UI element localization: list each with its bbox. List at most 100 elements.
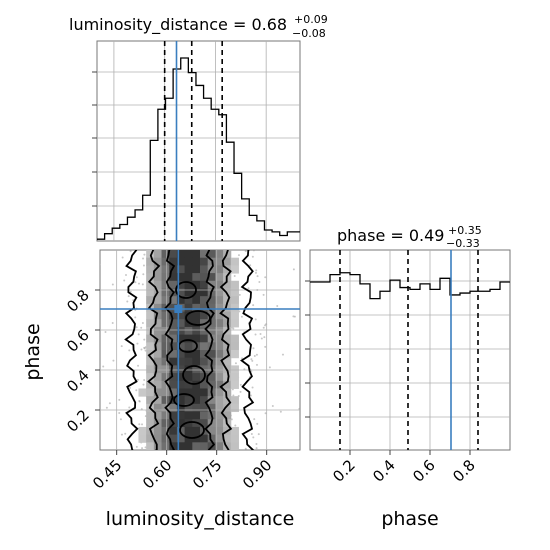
density-cell [161,265,170,274]
phase-quantile-lines [339,250,479,450]
density-cell [176,442,186,450]
density-cell [146,373,155,382]
density-cell [153,350,163,359]
density-cell [153,311,163,320]
density-cell [169,303,178,313]
density-cell [184,250,193,259]
density-cell [184,388,193,397]
density-cell [169,365,178,374]
sample-point [137,364,140,367]
ld-xtick-label-1: 0.60 [139,456,175,492]
density-cell [169,380,178,389]
density-cell [153,403,163,413]
ph-xtick-label-3: 0.8 [449,456,479,486]
density-cell [184,326,193,336]
sample-point [128,349,131,352]
sample-point [91,403,93,405]
sample-point [141,447,144,450]
sample-point [120,433,123,436]
sample-point [302,311,304,313]
density-cell [230,265,239,274]
density-cell [161,273,170,282]
sample-point [140,348,143,351]
density-cell [169,326,178,336]
density-cell [169,257,178,266]
density-cell [184,273,193,282]
density-cell [184,288,193,297]
density-cell [192,380,201,389]
phase-y-axis-label: phase [22,323,44,380]
sample-point [262,326,265,329]
density-cell [184,411,193,420]
density-cell [146,265,155,274]
density-cell [176,273,186,282]
contour-blob-1 [185,310,211,326]
sample-point [247,287,250,290]
density-cell [184,396,193,405]
density-cell [223,257,232,266]
contour-band-4 [164,250,176,450]
density-cell [207,403,216,413]
density-cell [161,311,170,320]
density-cell [215,311,224,320]
sample-point [263,336,266,339]
density-cell [230,442,239,450]
ph-ytick-label-3: 0.8 [63,286,93,316]
density-cell [200,403,209,413]
ld-xtick-label-0: 0.45 [89,456,125,492]
density-cell [161,396,170,405]
density-cell [223,334,232,343]
ph-ytick-label-2: 0.6 [63,326,93,356]
density-cell [215,411,224,420]
density-cell [153,380,163,389]
contour-band-2 [147,250,161,450]
sample-point [264,412,267,415]
sample-point [108,402,111,405]
sample-point [104,330,107,333]
density-cell [223,303,232,313]
density-cell [223,311,232,320]
density-cell [207,380,216,389]
density-cell [161,373,170,382]
luminosity-distance-hist-step [97,57,300,240]
density-cell [146,319,155,328]
density-cell [176,426,186,436]
density-cell [169,250,178,259]
density-cell [176,265,186,274]
density-cell [176,396,186,405]
density-cell [200,288,209,297]
density-cell [169,373,178,382]
phase-hist-yticks [305,280,310,418]
density-cell [146,357,155,366]
density-cell [169,357,178,366]
density-cell [153,442,163,450]
density-cell [215,280,224,289]
sample-point [271,404,274,407]
density-cell [230,373,239,382]
density-cell [207,396,216,405]
density-cell [161,296,170,305]
sample-point [298,407,300,410]
sample-point [141,423,144,426]
sample-point [252,347,255,350]
sample-point [260,337,263,340]
density-cell [184,334,193,343]
density-cell [192,434,201,443]
joint-density-panel: 0.45 0.60 0.75 0.90 0.2 0.4 0.6 0.8 luminosity… [22,249,304,530]
sample-point [255,269,258,272]
sample-point [128,406,131,409]
sample-point [135,445,138,448]
density-cell [230,311,239,320]
density-cell [207,265,216,274]
sample-point [141,321,144,324]
sample-point [232,327,235,330]
sample-point [129,250,132,253]
sample-point [138,423,141,426]
density-cell [230,288,239,297]
density-cell [184,434,193,443]
density-cell [215,380,224,389]
sample-point [252,436,255,439]
density-cell [230,426,239,436]
density-cell [207,434,216,443]
